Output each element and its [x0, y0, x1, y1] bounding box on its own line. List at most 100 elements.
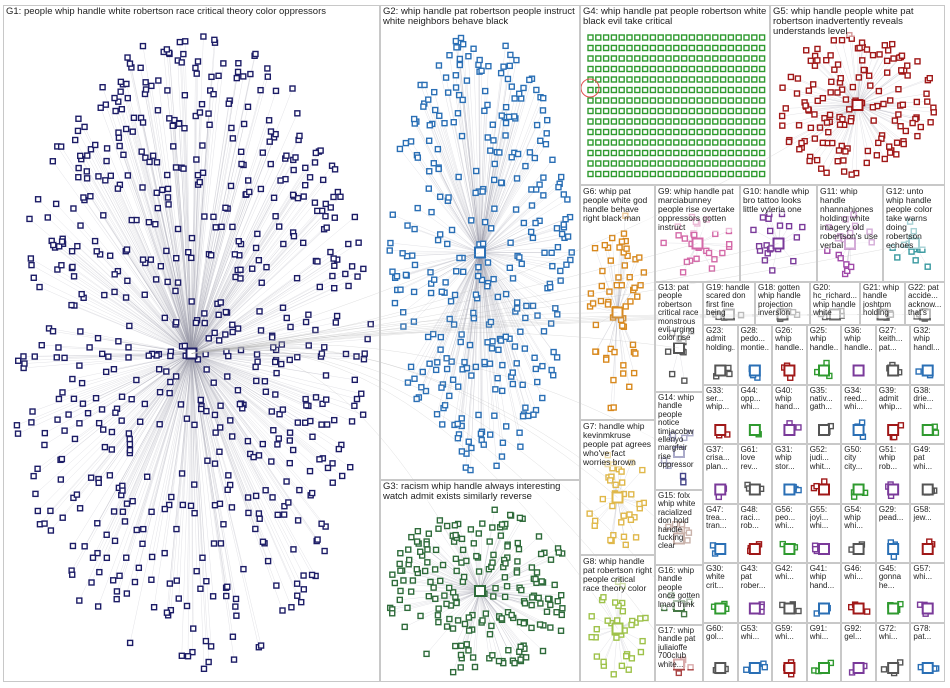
node	[294, 517, 302, 524]
node	[795, 122, 803, 129]
node	[434, 145, 442, 153]
node	[679, 472, 687, 480]
node	[620, 370, 627, 377]
node	[402, 139, 410, 147]
node	[657, 118, 664, 125]
node	[479, 520, 486, 527]
node	[153, 159, 161, 166]
node	[610, 97, 618, 104]
hub-node	[921, 424, 934, 436]
node	[212, 429, 219, 436]
node	[587, 118, 594, 125]
node	[149, 152, 157, 159]
node	[727, 76, 735, 83]
node	[636, 254, 643, 261]
node	[751, 118, 758, 125]
node	[493, 462, 500, 470]
node	[495, 657, 503, 665]
node	[146, 158, 153, 166]
node	[111, 94, 118, 102]
node	[688, 139, 696, 146]
node	[704, 44, 711, 52]
node	[680, 479, 687, 486]
node	[207, 643, 215, 650]
node	[286, 437, 294, 444]
group-box: G92: gel...	[841, 622, 876, 682]
node	[249, 265, 256, 272]
node	[156, 421, 163, 428]
node	[69, 571, 76, 578]
node	[521, 345, 529, 352]
node	[758, 34, 766, 41]
node	[28, 261, 35, 269]
node	[253, 377, 260, 385]
node	[696, 44, 703, 52]
node	[194, 171, 202, 179]
node	[484, 101, 491, 109]
node	[100, 212, 107, 219]
node	[847, 118, 855, 125]
node	[909, 119, 916, 127]
node	[641, 44, 649, 52]
node	[657, 170, 664, 178]
node	[719, 34, 727, 41]
node	[813, 156, 821, 164]
node	[342, 270, 349, 278]
node	[114, 185, 122, 192]
node	[484, 134, 491, 141]
node	[688, 149, 696, 157]
node	[501, 574, 509, 581]
node	[649, 55, 657, 62]
hub-node	[887, 364, 900, 377]
node	[649, 139, 657, 146]
group-label: G38: drie... whi...	[913, 386, 942, 412]
node	[688, 55, 696, 62]
node	[30, 274, 37, 281]
node	[587, 44, 594, 52]
node	[540, 174, 547, 181]
group-label: G37: crisa... plan...	[706, 446, 735, 472]
node	[489, 559, 496, 566]
node	[726, 370, 733, 378]
group-box: G16: whip handle people once gotten lmao…	[655, 565, 703, 625]
node	[278, 360, 285, 368]
node	[665, 118, 672, 125]
node	[673, 118, 680, 125]
node	[526, 76, 533, 84]
node	[103, 531, 110, 538]
node	[683, 258, 691, 266]
node	[191, 481, 198, 488]
node	[215, 72, 222, 80]
node	[595, 118, 602, 125]
node	[414, 154, 422, 161]
node	[330, 193, 337, 201]
node	[192, 319, 200, 327]
node	[680, 107, 688, 115]
node	[446, 615, 453, 623]
node	[657, 139, 664, 146]
node	[432, 595, 439, 603]
node	[743, 55, 750, 62]
node	[154, 107, 162, 114]
node	[246, 188, 253, 196]
node	[889, 40, 896, 48]
node	[533, 569, 541, 576]
node	[595, 128, 602, 136]
node	[223, 592, 230, 600]
node	[74, 127, 82, 135]
node	[252, 492, 260, 500]
node	[229, 328, 236, 336]
node	[359, 411, 367, 418]
node	[602, 107, 610, 115]
node	[727, 149, 735, 157]
node	[758, 86, 766, 94]
node	[252, 525, 259, 533]
node	[795, 424, 802, 431]
node	[610, 55, 618, 62]
node	[439, 561, 447, 569]
node	[181, 92, 189, 99]
node	[498, 112, 505, 119]
group-label: G36: whip handle...	[844, 327, 873, 353]
node	[639, 466, 646, 474]
